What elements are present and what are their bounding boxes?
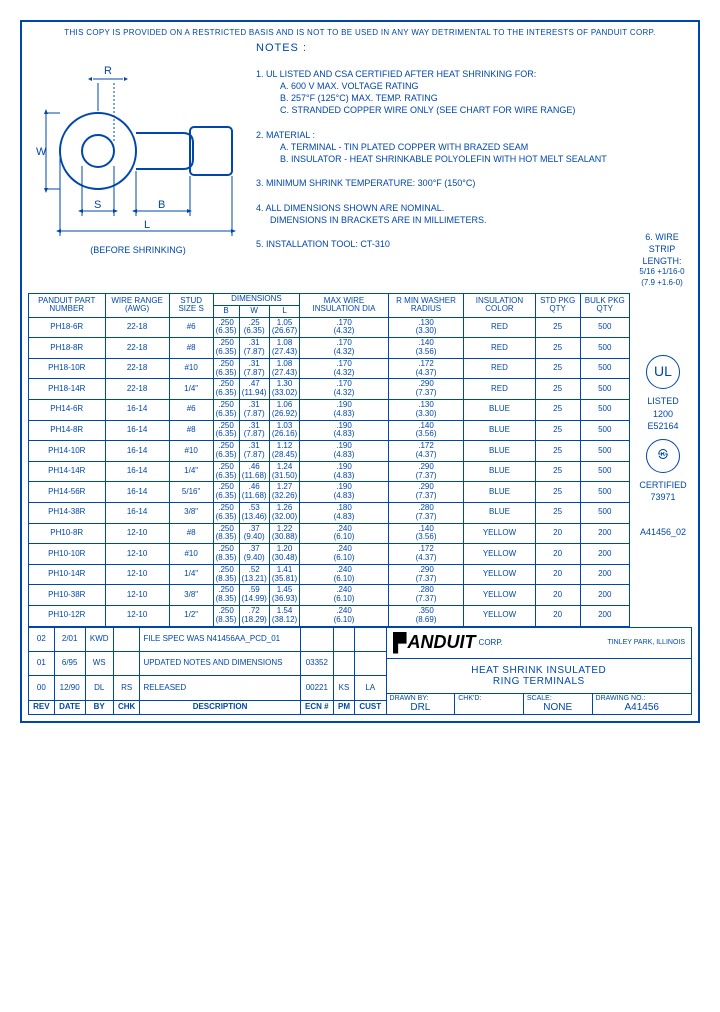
panduit-logo: ANDUIT CORP. xyxy=(393,632,503,654)
revision-table: 022/01KWDFILE SPEC WAS N41456AA_PCD_0101… xyxy=(28,627,387,715)
revision-row: 022/01KWDFILE SPEC WAS N41456AA_PCD_01 xyxy=(29,627,387,651)
drawing-frame: THIS COPY IS PROVIDED ON A RESTRICTED BA… xyxy=(20,20,700,723)
certification-column: UL LISTED 1200 E52164 ㉿ CERTIFIED 73971 … xyxy=(634,289,692,627)
svg-text:S: S xyxy=(94,199,101,211)
table-row: PH10-14R12-101/4".250 (8.35).52 (13.21)1… xyxy=(29,564,630,585)
table-row: PH14-10R16-14#10.250 (6.35).31 (7.87)1.1… xyxy=(29,441,630,462)
spec-table: PANDUIT PART NUMBER WIRE RANGE (AWG) STU… xyxy=(28,293,630,627)
notes-block: NOTES : 1. UL LISTED AND CSA CERTIFIED A… xyxy=(256,41,624,250)
table-row: PH18-6R22-18#6.250 (6.35).25 (6.35)1.05 … xyxy=(29,317,630,338)
svg-text:R: R xyxy=(104,65,112,77)
table-row: PH14-6R16-14#6.250 (6.35).31 (7.87)1.06 … xyxy=(29,399,630,420)
table-row: PH10-12R12-101/2".250 (8.35).72 (18.29)1… xyxy=(29,605,630,626)
table-row: PH10-10R12-10#10.250 (8.35).37 (9.40)1.2… xyxy=(29,544,630,565)
svg-text:L: L xyxy=(144,219,150,231)
csa-logo-icon: ㉿ xyxy=(646,439,680,473)
table-row: PH14-38R16-143/8".250 (6.35).53 (13.46)1… xyxy=(29,502,630,523)
svg-text:W: W xyxy=(36,146,47,158)
svg-text:B: B xyxy=(158,199,165,211)
title-block: ANDUIT CORP. TINLEY PARK, ILLINOIS HEAT … xyxy=(387,627,692,715)
table-row: PH10-8R12-10#8.250 (8.35).37 (9.40)1.22 … xyxy=(29,523,630,544)
terminal-diagram: R W S B L (BEFORE SHRINKING) xyxy=(28,41,248,255)
table-row: PH14-8R16-14#8.250 (6.35).31 (7.87)1.03 … xyxy=(29,420,630,441)
table-row: PH14-14R16-141/4".250 (6.35).46 (11.68)1… xyxy=(29,461,630,482)
ul-logo-icon: UL xyxy=(646,355,680,389)
wire-strip-note: 6. WIRE STRIP LENGTH: 5/16 +1/16-0 (7.9 … xyxy=(632,41,692,289)
restricted-notice: THIS COPY IS PROVIDED ON A RESTRICTED BA… xyxy=(28,28,692,37)
table-row: PH18-8R22-18#8.250 (6.35).31 (7.87)1.08 … xyxy=(29,338,630,359)
revision-row: 016/95WSUPDATED NOTES AND DIMENSIONS0335… xyxy=(29,651,387,675)
table-row: PH14-56R16-145/16".250 (6.35).46 (11.68)… xyxy=(29,482,630,503)
table-row: PH18-14R22-181/4".250 (6.35).47 (11.94)1… xyxy=(29,379,630,400)
table-row: PH18-10R22-18#10.250 (6.35).31 (7.87)1.0… xyxy=(29,358,630,379)
revision-row: 0012/90DLRSRELEASED00221KSLA xyxy=(29,676,387,700)
before-shrinking-label: (BEFORE SHRINKING) xyxy=(28,245,248,255)
table-row: PH10-38R12-103/8".250 (8.35).59 (14.99)1… xyxy=(29,585,630,606)
